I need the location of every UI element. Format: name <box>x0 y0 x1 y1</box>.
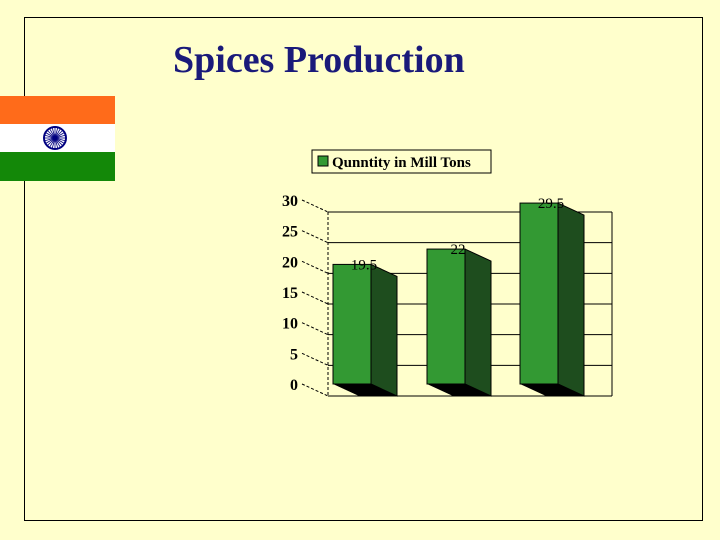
bar-front <box>426 248 466 385</box>
bar <box>332 263 398 397</box>
chakra-spoke <box>54 137 66 142</box>
bar <box>426 248 492 397</box>
slide-frame <box>24 17 703 521</box>
side-gridline <box>301 291 329 305</box>
chakra-spoke <box>54 132 65 139</box>
chakra-spoke <box>46 137 56 147</box>
side-gridline <box>301 352 329 366</box>
bar-side <box>464 248 492 397</box>
chakra-spoke <box>54 127 59 139</box>
side-gridline <box>301 199 329 213</box>
chakra-spoke <box>54 137 65 144</box>
legend-label: Qunntity in Mill Tons <box>332 155 471 171</box>
ashoka-chakra-icon <box>43 126 67 150</box>
chakra-spoke <box>54 134 66 139</box>
data-label: 29.5 <box>538 196 564 212</box>
side-gridline <box>301 230 329 244</box>
chakra-spoke <box>44 137 56 142</box>
chakra-spoke <box>44 134 56 139</box>
bar-shadow <box>427 384 491 396</box>
flag-saffron-stripe <box>0 96 115 124</box>
chakra-spoke <box>45 137 56 144</box>
bar-side <box>557 202 585 397</box>
data-label: 22 <box>451 242 466 258</box>
y-tick-label: 0 <box>290 377 298 394</box>
side-gridline <box>301 383 329 397</box>
y-tick-label: 10 <box>282 316 298 333</box>
bar-shadow <box>333 384 397 396</box>
bar-side <box>370 263 398 397</box>
y-tick-label: 15 <box>282 285 298 302</box>
chakra-spoke <box>54 137 61 148</box>
flag-green-stripe <box>0 152 115 181</box>
data-label: 19.5 <box>351 257 377 273</box>
side-gridline <box>301 322 329 336</box>
bar-front <box>332 263 372 385</box>
bar-shadow <box>520 384 584 396</box>
y-tick-label: 25 <box>282 224 298 241</box>
chakra-spoke <box>49 137 56 148</box>
y-tick-label: 30 <box>282 193 298 210</box>
chakra-spoke <box>54 137 64 147</box>
chakra-spoke <box>54 137 59 149</box>
legend: Qunntity in Mill Tons <box>311 149 492 174</box>
chakra-spoke <box>49 128 56 139</box>
bar <box>519 202 585 397</box>
chakra-spoke <box>51 137 56 149</box>
y-tick-label: 20 <box>282 254 298 271</box>
chakra-spoke <box>54 128 61 139</box>
legend-swatch <box>317 155 329 167</box>
chakra-spoke <box>45 132 56 139</box>
side-gridline <box>301 260 329 274</box>
chakra-spoke <box>54 129 64 139</box>
chakra-spoke <box>51 127 56 139</box>
slide-title: Spices Production <box>173 39 465 81</box>
y-tick-label: 5 <box>290 346 298 363</box>
india-flag-icon <box>0 96 115 181</box>
bar-front <box>519 202 559 385</box>
legend-box <box>311 149 492 174</box>
chakra-spoke <box>46 129 56 139</box>
